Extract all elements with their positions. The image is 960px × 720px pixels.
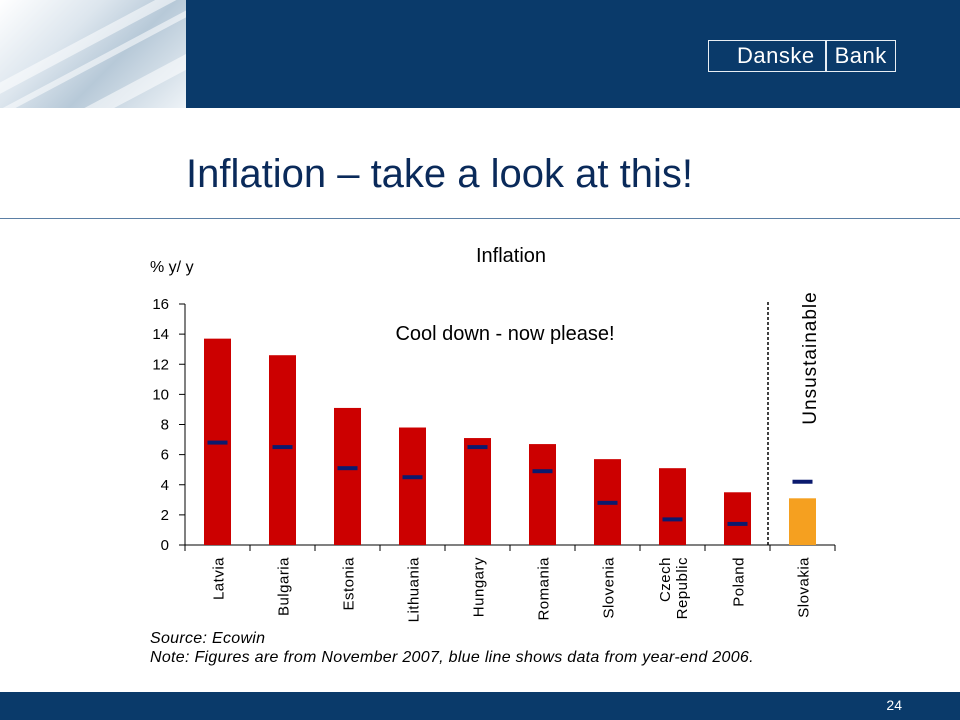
category-label: Hungary <box>471 557 488 617</box>
y-tick-label: 0 <box>161 537 169 554</box>
category-label-line: Republic <box>674 557 691 619</box>
bar <box>529 444 556 545</box>
category-label-line: Romania <box>536 557 553 621</box>
title-rule <box>0 218 960 219</box>
chart-title: Inflation <box>476 245 546 267</box>
year-end-2006-marker <box>597 500 618 505</box>
footer-band: 24 <box>0 692 960 720</box>
year-end-2006-marker <box>662 517 683 522</box>
y-tick-label: 4 <box>161 477 169 494</box>
category-label: Lithuania <box>406 557 423 623</box>
category-label-line: Czech <box>657 557 674 602</box>
category-label-line: Latvia <box>211 557 228 600</box>
y-tick-label: 8 <box>161 417 169 434</box>
page-number: 24 <box>886 697 902 713</box>
category-label: Slovakia <box>796 557 813 618</box>
year-end-2006-marker <box>532 469 553 474</box>
category-label: Bulgaria <box>276 557 293 616</box>
year-end-2006-marker <box>337 466 358 471</box>
header-artwork <box>0 0 186 108</box>
category-label-line: Hungary <box>471 557 488 617</box>
category-label: Slovenia <box>601 557 618 619</box>
year-end-2006-marker <box>727 521 748 526</box>
year-end-2006-marker <box>467 445 488 450</box>
year-end-2006-marker <box>792 479 813 484</box>
bar <box>269 355 296 545</box>
bar <box>789 498 816 545</box>
y-tick-label: 16 <box>152 296 169 313</box>
category-label-line: Bulgaria <box>276 557 293 616</box>
bar <box>334 407 361 545</box>
inflation-chart: Inflation % y/ y Cool down - now please!… <box>150 245 836 623</box>
year-end-2006-marker <box>402 475 423 480</box>
logo-word-bank: Bank <box>834 43 887 68</box>
category-label: Estonia <box>341 557 358 611</box>
danske-bank-logo: Danske Bank <box>708 40 896 72</box>
source-note: Source: Ecowin <box>150 630 266 647</box>
cool-down-annotation: Cool down - now please! <box>395 323 614 345</box>
y-tick-label: 10 <box>152 386 169 403</box>
category-label: CzechRepublic <box>657 557 691 619</box>
logo-word-danske: Danske <box>709 41 827 71</box>
year-end-2006-marker <box>272 445 293 450</box>
unsustainable-annotation: Unsustainable <box>800 291 821 424</box>
bar <box>724 492 751 545</box>
y-tick-label: 14 <box>152 326 169 343</box>
category-label: Romania <box>536 557 553 621</box>
category-label: Poland <box>731 557 748 607</box>
bar <box>464 438 491 545</box>
page-title: Inflation – take a look at this! <box>186 152 693 196</box>
category-label: Latvia <box>211 557 228 600</box>
y-tick-label: 6 <box>161 447 169 464</box>
category-label-line: Slovakia <box>796 557 813 618</box>
year-end-2006-marker <box>207 440 228 445</box>
category-label-line: Slovenia <box>601 557 618 619</box>
y-tick-label: 12 <box>152 356 169 373</box>
category-label-line: Lithuania <box>406 557 423 623</box>
category-label-line: Poland <box>731 557 748 607</box>
figure-note: Note: Figures are from November 2007, bl… <box>150 649 754 666</box>
bar <box>399 427 426 545</box>
bar <box>659 468 686 545</box>
y-tick-label: 2 <box>161 507 169 524</box>
y-axis-unit: % y/ y <box>150 259 194 276</box>
category-label-line: Estonia <box>341 557 358 611</box>
